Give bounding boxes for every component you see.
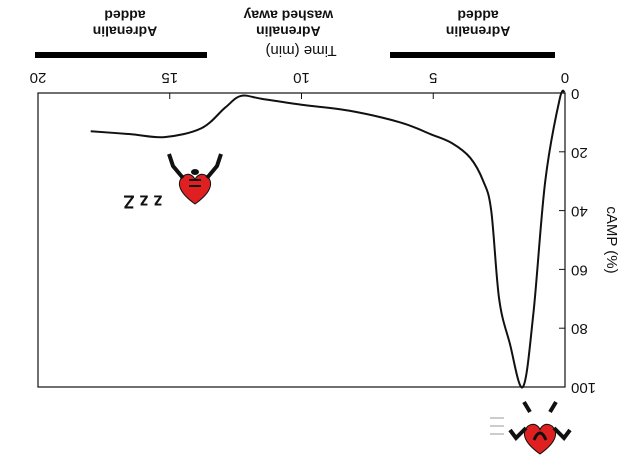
plot-frame	[38, 93, 565, 387]
y-tick-label: 60	[571, 261, 588, 278]
rotated-chart: z z Z Time (min) cAMP (%) 0 5 10 15 20 0 20 40 6…	[30, 7, 620, 454]
x-tick-label: 0	[561, 69, 569, 86]
x-tick-label: 10	[293, 69, 310, 86]
y-tick-label: 100	[571, 379, 596, 396]
data-line	[91, 91, 565, 388]
x-tick-label: 20	[30, 69, 47, 86]
annotation: washed away	[243, 7, 334, 23]
sleep-text: z z Z	[123, 191, 162, 211]
x-axis-label: Time (min)	[265, 42, 336, 59]
annotation: added	[457, 7, 498, 23]
adrenalin-bar	[390, 52, 555, 58]
y-axis-label: cAMP (%)	[603, 206, 620, 273]
y-tick-label: 20	[571, 144, 588, 161]
x-tick-label: 15	[161, 69, 178, 86]
adrenalin-bar	[35, 52, 207, 58]
annotation: added	[104, 7, 145, 23]
y-tick-label: 80	[571, 320, 588, 337]
x-tick-label: 5	[429, 69, 437, 86]
sleeping-heart-icon	[169, 154, 221, 204]
annotation: Adrenalin	[446, 23, 511, 39]
chart: z z Z Time (min) cAMP (%) 0 5 10 15 20 0 20 40 6…	[0, 0, 641, 462]
y-tick-label: 0	[571, 85, 579, 102]
annotation: Adrenalin	[93, 23, 158, 39]
excited-heart-icon	[490, 402, 570, 454]
y-tick-label: 40	[571, 203, 588, 220]
annotation: Adrenalin	[256, 23, 321, 39]
